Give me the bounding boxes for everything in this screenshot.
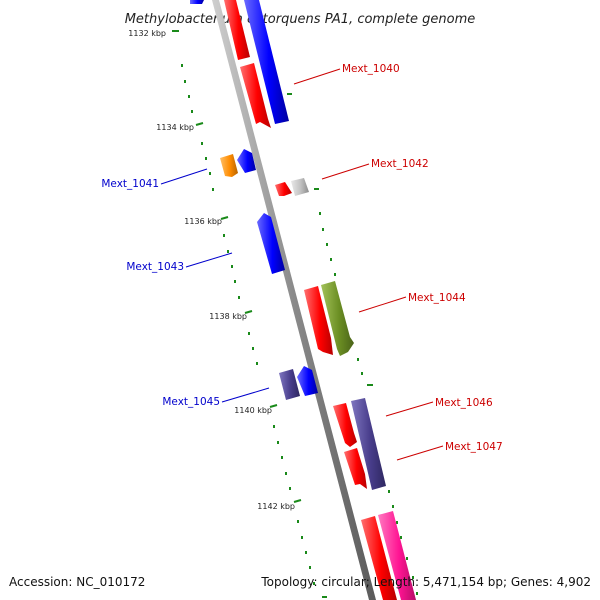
tick-label: 1132 kbp [128, 29, 166, 38]
gene-arrow [351, 398, 386, 490]
gene-label-mext-1043: Mext_1043 [126, 261, 184, 273]
gene-arrow [333, 403, 357, 447]
accession-label: Accession: NC_010172 [9, 575, 145, 589]
gene-arrow [257, 213, 285, 274]
gene-label-mext-1044: Mext_1044 [408, 292, 466, 304]
gene-features [190, 0, 416, 600]
tick-track-left [181, 64, 315, 585]
genome-summary-label: Topology: circular; Length: 5,471,154 bp… [260, 575, 591, 589]
gene-labels: Mext_1040 Mext_1042 Mext_1044 Mext_1046 … [101, 63, 502, 453]
gene-label-mext-1041: Mext_1041 [101, 178, 159, 190]
gene-label-mext-1042: Mext_1042 [371, 158, 429, 170]
tick-label: 1140 kbp [234, 406, 272, 415]
tick-label: 1136 kbp [184, 217, 222, 226]
gene-arrow [190, 0, 204, 4]
gene-arrow [279, 369, 300, 400]
gene-arrow [344, 448, 367, 489]
gene-arrow [224, 0, 250, 60]
gene-arrow [275, 182, 292, 196]
gene-label-mext-1046: Mext_1046 [435, 397, 493, 409]
gene-arrow [297, 366, 318, 396]
gene-arrow [237, 149, 256, 173]
major-ticks [172, 30, 302, 503]
map-title: Methylobacterium extorquens PA1, complet… [125, 12, 476, 27]
tick-label: 1134 kbp [156, 123, 194, 132]
backbone-track [212, 0, 376, 600]
gene-arrow [240, 63, 271, 128]
gene-label-mext-1045: Mext_1045 [162, 396, 220, 408]
gene-arrow [291, 178, 309, 196]
gene-arrow [304, 286, 333, 355]
leader-lines [160, 68, 444, 461]
gene-label-mext-1047: Mext_1047 [445, 441, 503, 453]
tick-label: 1142 kbp [257, 502, 295, 511]
tick-labels: 1132 kbp 1134 kbp 1136 kbp 1138 kbp 1140… [128, 29, 295, 511]
tick-label: 1138 kbp [209, 312, 247, 321]
gene-arrow [244, 0, 289, 124]
tick-track-right [287, 93, 418, 598]
gene-arrow [378, 511, 416, 600]
gene-label-mext-1040: Mext_1040 [342, 63, 400, 75]
gene-arrow [220, 154, 238, 177]
gene-arrow [361, 516, 397, 600]
gene-arrow [321, 281, 354, 356]
